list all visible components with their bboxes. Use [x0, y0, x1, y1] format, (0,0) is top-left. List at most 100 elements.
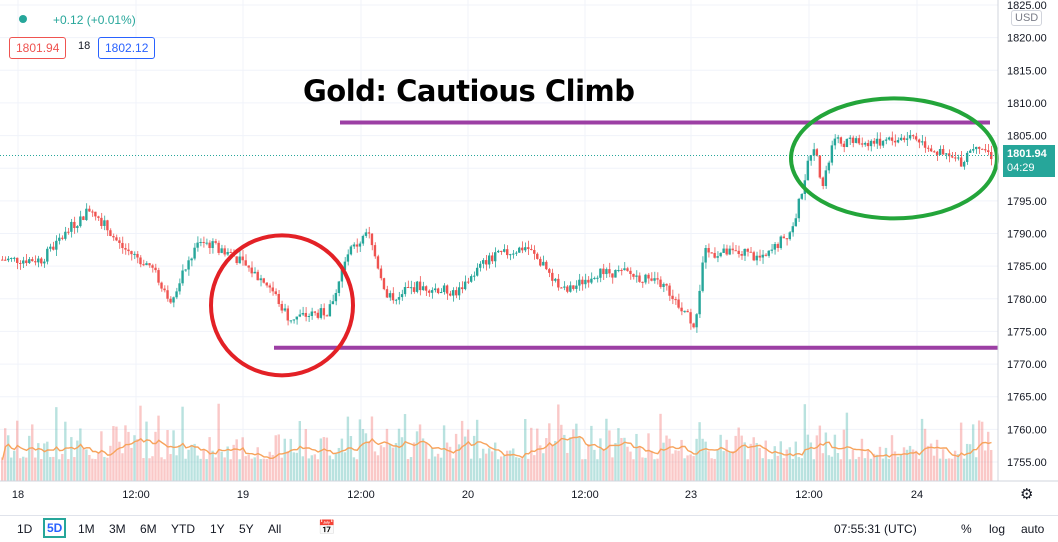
timeframe-all[interactable]: All [268, 522, 282, 536]
volume-bar [659, 413, 662, 481]
candle-body [268, 285, 271, 288]
volume-bar [641, 457, 644, 481]
volume-bar [503, 455, 506, 481]
candle-body [490, 255, 494, 262]
candle-body [548, 269, 551, 273]
volume-bar [866, 450, 870, 481]
volume-bar [863, 458, 867, 481]
volume-bar [680, 439, 683, 481]
red-circle-annotation[interactable] [209, 233, 355, 378]
volume-bar [100, 431, 103, 481]
volume-bar [776, 455, 779, 481]
candle-body [154, 267, 157, 271]
auto-toggle[interactable]: auto [1021, 522, 1045, 536]
timeframe-1d[interactable]: 1D [17, 522, 33, 536]
timeframe-1y[interactable]: 1Y [210, 522, 225, 536]
date-range-icon[interactable]: 📅 [318, 519, 336, 535]
volume-bar [280, 457, 283, 481]
candle-body [569, 285, 572, 292]
settings-gear-icon[interactable]: ⚙ [1020, 486, 1034, 503]
candle-body [971, 149, 975, 151]
candle-body [190, 258, 193, 261]
volume-bar [7, 435, 10, 481]
volume-bar [58, 459, 61, 481]
candle-body [527, 247, 530, 249]
volume-bar [839, 459, 843, 481]
candle-body [551, 272, 554, 281]
price-axis[interactable]: 1755.00 1760.00 1765.00 1770.00 1775.00 1780.… [1007, 0, 1047, 469]
volume-bar [433, 456, 437, 481]
volume-bar [244, 456, 247, 481]
percent-toggle[interactable]: % [961, 522, 972, 536]
candle-body [79, 216, 82, 227]
volume-bar [427, 458, 431, 481]
candle-body [620, 270, 623, 272]
volume-bar [620, 438, 623, 481]
price-tick-label: 1780.00 [1007, 294, 1047, 306]
volume-bar [644, 457, 647, 481]
volume-bar [767, 459, 770, 481]
timeframe-1m[interactable]: 1M [78, 522, 95, 536]
currency-selector[interactable]: USD [1011, 10, 1043, 26]
volume-bar [743, 442, 746, 481]
candle-body [764, 254, 767, 256]
volume-bar [421, 438, 425, 481]
candle-body [109, 230, 112, 237]
timeframe-ytd[interactable]: YTD [171, 522, 195, 536]
volume-bar [557, 404, 560, 481]
volume-bar [809, 442, 813, 481]
timeframe-5d[interactable]: 5D [43, 518, 67, 538]
candle-body [542, 261, 545, 266]
volume-bar [286, 451, 289, 481]
bid-price-box[interactable]: 1801.94 [9, 37, 67, 59]
volume-bar [265, 458, 268, 481]
green-circle-annotation[interactable] [789, 96, 999, 221]
candle-body [617, 270, 620, 272]
candle-body [716, 256, 719, 258]
candle-body [481, 260, 485, 264]
timeframe-5y[interactable]: 5Y [239, 522, 254, 536]
volume-bar [731, 451, 734, 481]
candle-body [950, 156, 954, 158]
candle-body [896, 140, 900, 143]
candle-body [451, 290, 455, 296]
candle-body [605, 269, 608, 275]
volume-bar [821, 453, 825, 481]
volume-bar [626, 446, 629, 481]
volume-bar [310, 455, 314, 481]
candle-body [713, 252, 716, 258]
price-change: +0.12 (+0.01%) [53, 13, 136, 27]
candle-body [67, 231, 70, 233]
candle-body [463, 281, 467, 290]
time-axis[interactable]: 18 12:00 19 12:00 20 12:00 23 12:00 24 [12, 489, 923, 501]
candle-body [812, 149, 816, 156]
timeframe-3m[interactable]: 3M [109, 522, 126, 536]
volume-bar [851, 449, 855, 481]
volume-bar [764, 440, 767, 481]
volume-bar [364, 433, 368, 481]
log-toggle[interactable]: log [989, 522, 1006, 536]
volume-bar [385, 428, 389, 481]
ask-price-box[interactable]: 1802.12 [98, 37, 156, 59]
volume-bar [578, 436, 581, 481]
volume-bar [932, 455, 936, 481]
volume-bar [403, 414, 407, 481]
volume-bar [752, 437, 755, 481]
volume-bar [533, 455, 536, 481]
volume-bar [923, 428, 927, 481]
candle-body [899, 137, 903, 141]
candle-body [671, 295, 674, 300]
candle-body [73, 221, 76, 229]
candle-body [184, 269, 187, 271]
volume-bar [938, 458, 942, 481]
volume-bar [241, 437, 244, 481]
candle-body [391, 293, 395, 301]
candle-body [112, 236, 115, 238]
volume-bar [22, 456, 25, 481]
volume-bar [208, 437, 211, 481]
candle-body [839, 137, 843, 144]
candle-body [866, 143, 870, 147]
timeframe-6m[interactable]: 6M [140, 522, 157, 536]
candle-body [734, 250, 737, 252]
